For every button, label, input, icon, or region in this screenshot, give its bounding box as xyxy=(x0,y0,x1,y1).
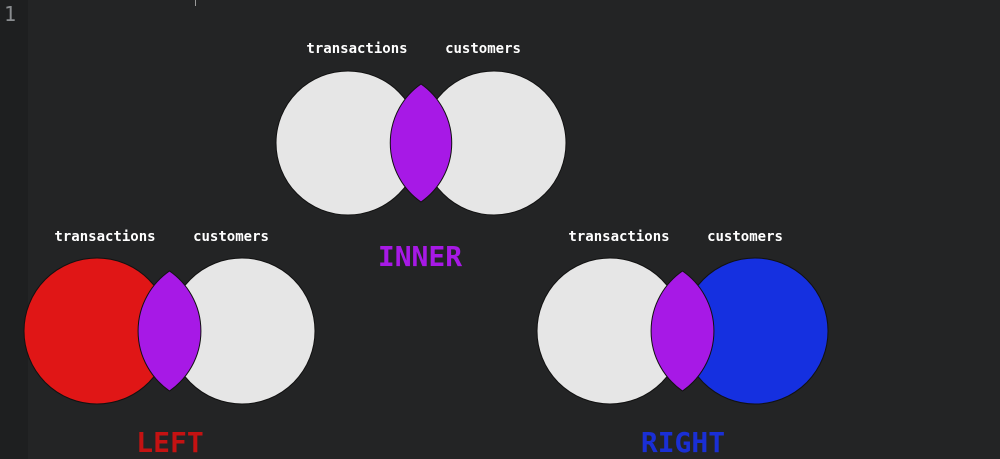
venn-inner-left-label: transactions xyxy=(306,41,407,57)
venn-right-title: RIGHT xyxy=(641,426,725,459)
venn-inner-right-label: customers xyxy=(445,41,521,57)
venn-right-right-label: customers xyxy=(707,229,783,245)
venn-right-left-label: transactions xyxy=(568,229,669,245)
editor-gutter: 1 xyxy=(0,0,28,459)
venn-inner-overlap xyxy=(389,83,453,203)
venn-left-overlap xyxy=(137,270,202,392)
venn-left-title: LEFT xyxy=(136,426,203,459)
venn-inner-title: INNER xyxy=(378,240,462,273)
line-number: 1 xyxy=(4,2,17,26)
venn-inner: transactions customers INNER xyxy=(275,41,567,273)
venn-left: transactions customers LEFT xyxy=(23,229,316,459)
venn-left-left-label: transactions xyxy=(54,229,155,245)
venn-right: transactions customers RIGHT xyxy=(536,229,829,459)
venn-left-right-label: customers xyxy=(193,229,269,245)
venn-right-overlap xyxy=(650,270,715,392)
text-cursor xyxy=(195,0,196,6)
